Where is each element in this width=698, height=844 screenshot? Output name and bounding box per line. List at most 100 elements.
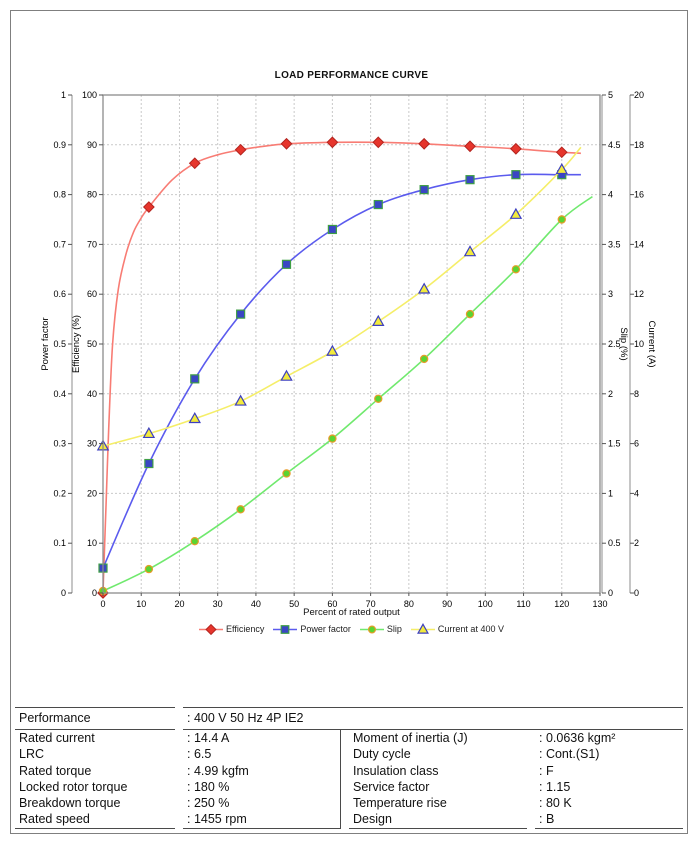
spec-header-row: Performance : 400 V 50 Hz 4P IE2	[15, 707, 683, 730]
svg-text:0.4: 0.4	[53, 389, 66, 399]
spec-value: : B	[535, 811, 683, 830]
spec-label: Rated speed	[15, 811, 175, 830]
legend-item-efficiency: Efficiency	[199, 623, 264, 636]
spec-value: : 6.5	[183, 746, 341, 763]
svg-text:3: 3	[608, 289, 613, 299]
svg-text:4: 4	[634, 488, 639, 498]
x-axis: 0 10 20 30 40 50 60 70 80 90 100 110 120 130	[100, 593, 608, 609]
svg-text:110: 110	[516, 599, 530, 609]
spec-label: Duty cycle	[353, 747, 411, 762]
svg-text:40: 40	[87, 389, 97, 399]
svg-text:Slip (%): Slip (%)	[618, 327, 629, 360]
svg-text:0: 0	[61, 588, 66, 598]
svg-text:8: 8	[634, 389, 639, 399]
grid-lines	[103, 95, 600, 593]
spec-table: Performance : 400 V 50 Hz 4P IE2 Rated c…	[15, 707, 683, 830]
spec-value: : F	[539, 763, 554, 778]
svg-text:12: 12	[634, 289, 644, 299]
spec-label: Performance	[15, 707, 175, 730]
svg-text:90: 90	[87, 140, 97, 150]
legend-item-slip: Slip	[359, 623, 402, 636]
svg-text:0.9: 0.9	[53, 140, 66, 150]
page-border	[10, 10, 688, 834]
svg-text:1.5: 1.5	[608, 439, 621, 449]
spec-value: : 80 K	[539, 796, 572, 811]
spec-value: : 0.0636 kgm²	[539, 731, 616, 745]
spec-value: : 250 %	[183, 795, 341, 812]
svg-text:20: 20	[87, 488, 97, 498]
spec-value: : Cont.(S1)	[539, 747, 600, 762]
spec-value: : 1.15	[539, 779, 571, 794]
svg-text:0.5: 0.5	[53, 339, 66, 349]
svg-text:70: 70	[87, 239, 97, 249]
svg-text:16: 16	[634, 190, 644, 200]
svg-text:2: 2	[634, 538, 639, 548]
legend-label: Current at 400 V	[437, 624, 504, 634]
svg-text:Current (A): Current (A)	[646, 321, 657, 368]
svg-text:60: 60	[87, 289, 97, 299]
svg-text:20: 20	[174, 599, 184, 609]
square-marker-icon	[273, 624, 298, 634]
svg-text:80: 80	[404, 599, 414, 609]
svg-text:1: 1	[61, 90, 66, 100]
svg-text:0: 0	[100, 599, 105, 609]
svg-text:80: 80	[87, 190, 97, 200]
spec-value: : 1455 rpm	[183, 811, 341, 830]
spec-label: Design	[349, 811, 527, 830]
svg-text:2.5: 2.5	[608, 339, 621, 349]
spec-label: LRC	[19, 747, 45, 762]
chart-title: LOAD PERFORMANCE CURVE	[274, 70, 429, 81]
svg-text:10: 10	[634, 339, 644, 349]
spec-value: : 14.4 A	[183, 730, 341, 747]
diamond-marker-icon	[199, 623, 224, 635]
svg-text:70: 70	[366, 599, 376, 609]
svg-text:Efficiency (%): Efficiency (%)	[71, 315, 82, 373]
svg-text:2: 2	[608, 389, 613, 399]
svg-text:30: 30	[87, 439, 97, 449]
svg-text:1: 1	[608, 488, 613, 498]
legend-label: Slip	[386, 624, 402, 634]
spec-value: : 400 V 50 Hz 4P IE2	[183, 707, 683, 730]
svg-text:0.7: 0.7	[53, 239, 66, 249]
svg-text:120: 120	[554, 599, 569, 609]
spec-label: Insulation class	[353, 763, 439, 778]
spec-label: Rated current	[19, 731, 95, 745]
svg-text:90: 90	[442, 599, 452, 609]
chart-legend: Efficiency Power factor Slip Current at 400…	[63, 622, 640, 636]
spec-label: Temperature rise	[353, 796, 447, 811]
svg-text:3.5: 3.5	[608, 239, 621, 249]
x-axis-title: Percent of rated output	[303, 607, 400, 618]
legend-label: Power factor	[300, 624, 351, 634]
svg-text:0.8: 0.8	[53, 190, 66, 200]
spec-value: : 180 %	[183, 778, 341, 796]
circle-marker-icon	[359, 624, 384, 634]
spec-value: : 4.99 kgfm	[183, 762, 341, 779]
svg-text:20: 20	[634, 90, 644, 100]
y-axis-power_factor: 0 0.1 0.2 0.3 0.4 0.5 0.6 0.7 0.8 0.9 1 Power facto…	[40, 90, 73, 598]
svg-text:100: 100	[478, 599, 493, 609]
legend-label: Efficiency	[226, 624, 265, 634]
svg-text:14: 14	[634, 239, 644, 249]
y-axis-efficiency: 0 10 20 30 40 50 60 70 80 90 100 Efficiency (%)	[71, 90, 104, 598]
series-efficiency	[97, 136, 581, 599]
svg-text:5: 5	[608, 90, 613, 100]
svg-text:0: 0	[608, 588, 613, 598]
spec-label: Rated torque	[19, 763, 92, 778]
legend-item-current: Current at 400 V	[410, 622, 504, 636]
spec-label: Locked rotor torque	[19, 779, 128, 794]
spec-label: Breakdown torque	[19, 796, 121, 811]
y-axis-current: 0 2 4 6 8 10 12 14 16 18 20 Current (A)	[629, 90, 657, 598]
svg-text:0: 0	[634, 588, 639, 598]
svg-text:30: 30	[213, 599, 223, 609]
svg-text:50: 50	[289, 599, 299, 609]
svg-text:18: 18	[634, 140, 644, 150]
svg-text:4: 4	[608, 190, 613, 200]
triangle-marker-icon	[410, 622, 435, 634]
svg-text:0.2: 0.2	[53, 488, 66, 498]
legend-item-power_factor: Power factor	[273, 623, 351, 636]
svg-text:130: 130	[592, 599, 607, 609]
svg-text:0.5: 0.5	[608, 538, 621, 548]
svg-text:0: 0	[92, 588, 97, 598]
y-axis-slip: 0 0.5 1 1.5 2 2.5 3 3.5 4 4.5 5 Slip (%)	[601, 90, 629, 598]
